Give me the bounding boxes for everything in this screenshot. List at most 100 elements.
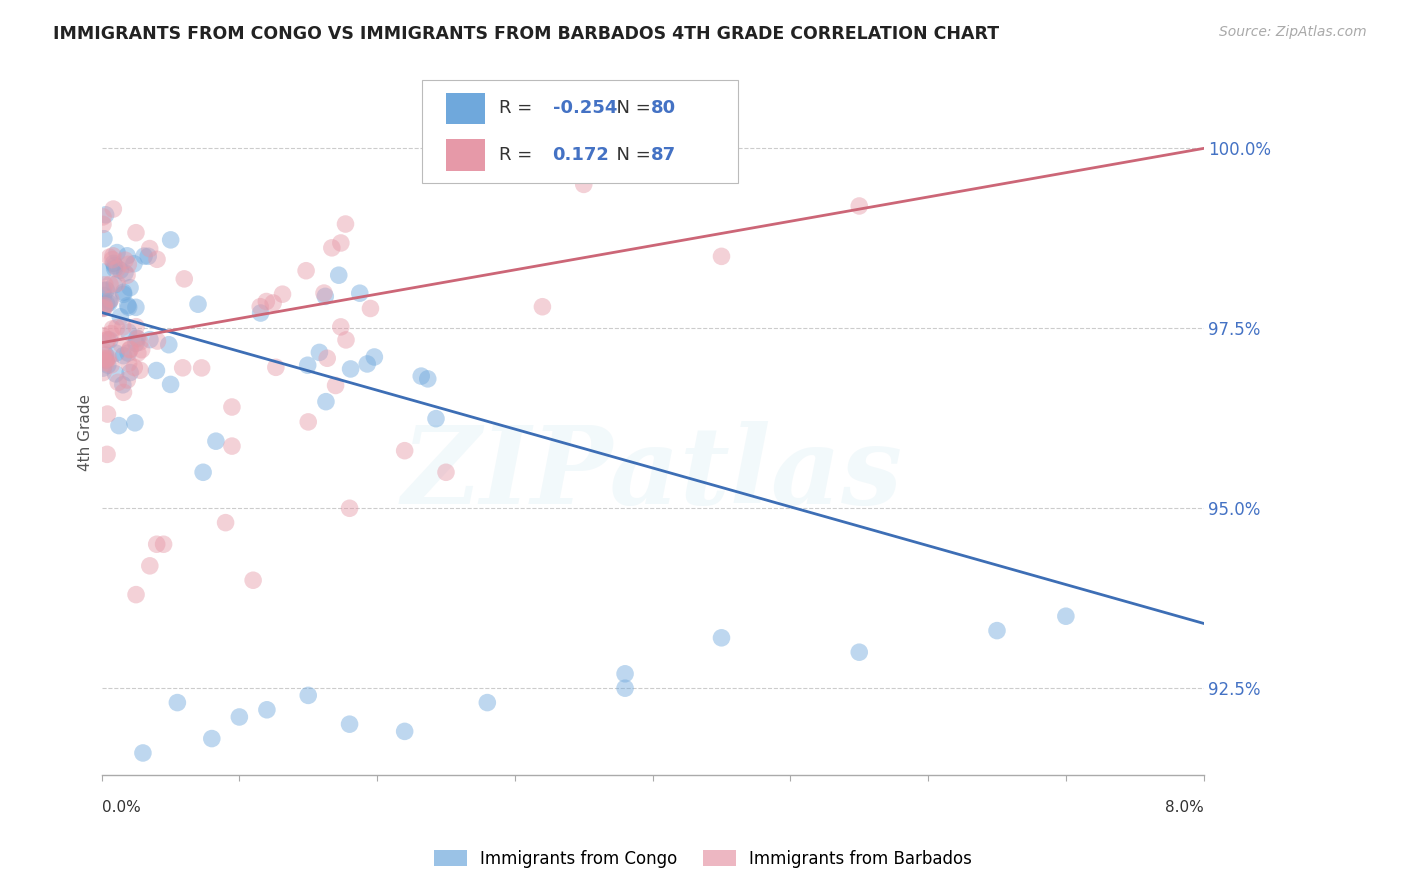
Point [93,299,115,313]
Point [110,263,132,277]
Point [316,351,339,366]
Text: 0.0%: 0.0% [101,799,141,814]
Point [139,558,162,573]
Point [531,300,554,314]
Point [98,277,121,292]
Point [339,362,361,376]
Point [127,346,149,360]
Point [97,296,120,310]
Point [125,331,148,345]
Point [91,283,114,297]
Point [221,400,243,414]
Point [363,350,385,364]
Point [96,333,118,347]
Point [157,337,180,351]
Point [94,353,117,368]
Point [94,348,117,362]
Point [325,378,347,392]
Text: N =: N = [605,99,657,117]
Point [112,349,135,363]
Point [172,360,194,375]
Point [96,283,118,297]
Point [124,416,146,430]
Text: ZIPatlas: ZIPatlas [402,421,903,526]
Point [425,411,447,425]
Point [103,202,125,216]
Point [146,334,169,348]
Point [117,346,139,360]
Point [111,320,134,334]
Point [112,285,135,300]
Text: R =: R = [499,146,538,164]
Point [315,394,337,409]
Point [321,241,343,255]
Point [91,351,114,365]
Point [262,296,284,310]
Point [104,261,127,276]
Point [356,357,378,371]
Text: R =: R = [499,99,538,117]
Point [477,696,499,710]
Point [187,297,209,311]
Point [117,373,139,387]
Point [101,252,124,267]
Point [107,376,129,390]
Point [129,363,152,377]
Point [100,326,122,341]
Point [110,310,132,324]
Point [91,348,114,362]
Point [91,301,114,316]
Point [105,245,128,260]
Point [125,226,148,240]
Point [297,415,319,429]
Point [117,257,139,271]
Point [710,631,733,645]
Point [394,724,416,739]
Point [159,377,181,392]
Point [214,516,236,530]
Point [110,338,132,352]
Point [125,336,148,351]
Point [112,385,135,400]
Point [91,328,114,343]
Point [118,343,141,357]
Point [986,624,1008,638]
Point [105,261,128,276]
Point [314,289,336,303]
Point [91,218,114,232]
Point [94,356,117,370]
Point [111,377,134,392]
Point [159,233,181,247]
Point [297,358,319,372]
Point [91,343,114,358]
Point [120,366,142,380]
Point [103,256,125,270]
Point [312,286,335,301]
Point [264,360,287,375]
Point [166,696,188,710]
Text: Source: ZipAtlas.com: Source: ZipAtlas.com [1219,25,1367,39]
Point [434,465,457,479]
Point [96,297,118,311]
Point [98,293,121,308]
Point [145,363,167,377]
Point [205,434,228,449]
Point [228,710,250,724]
Y-axis label: 4th Grade: 4th Grade [79,394,93,471]
Point [411,369,433,384]
Point [339,501,361,516]
Point [710,249,733,263]
Point [152,537,174,551]
Point [96,351,118,366]
Point [103,277,125,292]
Point [125,588,148,602]
Point [105,277,128,291]
Point [91,210,114,224]
Point [329,319,352,334]
Point [848,199,870,213]
Point [132,746,155,760]
Point [98,333,121,347]
Point [104,259,127,273]
Point [190,360,212,375]
Point [96,447,118,461]
